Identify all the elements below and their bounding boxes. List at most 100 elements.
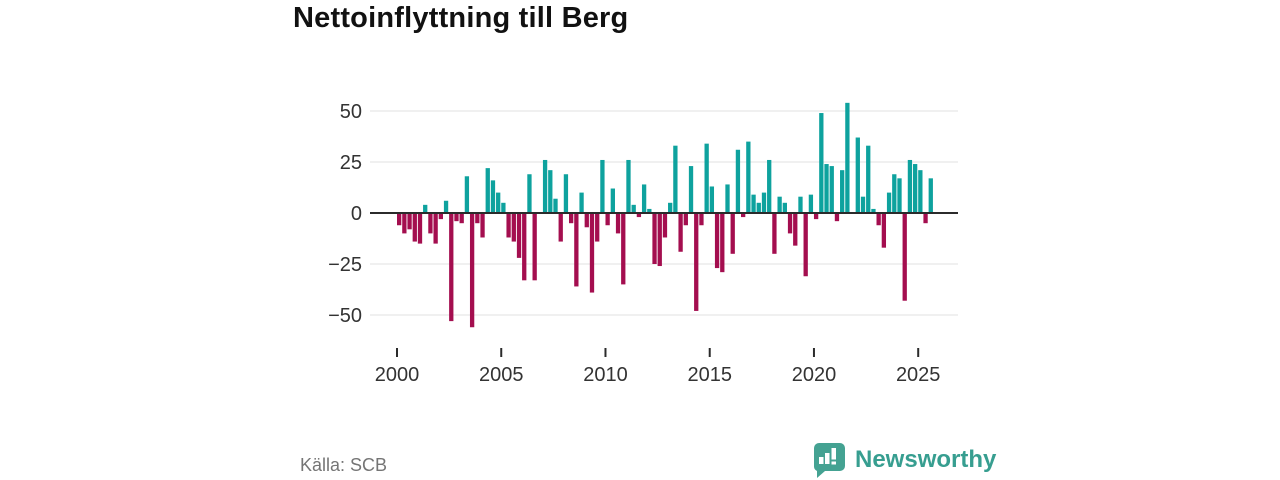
bar-2010Q3 bbox=[615, 213, 621, 234]
bar-2002Q1 bbox=[438, 213, 443, 220]
bar-2021Q3 bbox=[845, 102, 850, 213]
y-tick-label: 0 bbox=[351, 203, 362, 225]
bar-2012Q1 bbox=[647, 208, 652, 213]
bar-2013Q4 bbox=[683, 213, 688, 226]
bar-2020Q3 bbox=[824, 164, 829, 213]
bar-2016Q1 bbox=[730, 213, 735, 254]
y-tick-label: 50 bbox=[340, 101, 362, 123]
bar-2005Q2 bbox=[506, 213, 511, 238]
bar-2004Q1 bbox=[480, 213, 485, 238]
bar-2001Q1 bbox=[417, 213, 423, 244]
bar-2018Q2 bbox=[777, 196, 782, 213]
bar-2003Q4 bbox=[475, 213, 480, 224]
x-tick-label: 2025 bbox=[896, 364, 941, 386]
bar-2011Q3 bbox=[636, 213, 642, 218]
bar-2014Q2 bbox=[694, 213, 699, 311]
bar-2015Q3 bbox=[720, 213, 725, 273]
bar-2009Q3 bbox=[595, 213, 600, 242]
bar-2017Q2 bbox=[756, 202, 761, 213]
bar-2016Q4 bbox=[746, 141, 751, 213]
y-tick-label: −50 bbox=[328, 305, 362, 327]
bar-2015Q1 bbox=[709, 186, 715, 213]
bar-2016Q3 bbox=[740, 213, 746, 218]
bar-2013Q1 bbox=[668, 202, 673, 213]
bar-2024Q3 bbox=[907, 159, 913, 213]
bar-2019Q3 bbox=[803, 213, 808, 277]
bar-2006Q3 bbox=[532, 213, 537, 281]
bar-2004Q4 bbox=[496, 192, 501, 213]
brand-name: Newsworthy bbox=[855, 446, 997, 473]
bar-2010Q4 bbox=[621, 213, 626, 285]
bar-2000Q3 bbox=[407, 213, 412, 230]
bar-2003Q1 bbox=[459, 213, 464, 224]
bar-2023Q1 bbox=[876, 213, 881, 226]
bar-2022Q1 bbox=[855, 137, 860, 213]
bar-2002Q4 bbox=[454, 213, 459, 222]
bar-2024Q2 bbox=[902, 213, 907, 301]
bar-2006Q2 bbox=[527, 174, 532, 213]
bar-2020Q1 bbox=[813, 213, 819, 220]
bar-2021Q2 bbox=[840, 170, 845, 213]
bar-2000Q4 bbox=[412, 213, 417, 242]
bar-2018Q4 bbox=[787, 213, 793, 234]
bar-2009Q1 bbox=[584, 213, 589, 228]
bar-2008Q2 bbox=[568, 213, 574, 224]
bar-2017Q3 bbox=[761, 192, 767, 213]
y-tick-label: 25 bbox=[340, 152, 362, 174]
x-tick-label: 2015 bbox=[687, 364, 732, 386]
bar-2003Q2 bbox=[464, 176, 470, 213]
bar-2000Q1 bbox=[397, 213, 402, 226]
bar-2020Q4 bbox=[829, 166, 834, 213]
bar-2004Q3 bbox=[490, 180, 496, 213]
bar-2001Q4 bbox=[433, 213, 438, 244]
bar-2007Q2 bbox=[548, 170, 553, 213]
newsworthy-icon bbox=[814, 443, 845, 478]
bar-2005Q1 bbox=[501, 202, 506, 213]
bar-2024Q4 bbox=[912, 164, 918, 213]
bar-2009Q2 bbox=[589, 213, 595, 293]
bar-2010Q1 bbox=[605, 213, 610, 226]
bar-2011Q2 bbox=[631, 204, 636, 213]
bar-2005Q4 bbox=[516, 213, 522, 258]
bar-2019Q4 bbox=[808, 194, 814, 213]
bar-2025Q3 bbox=[928, 178, 933, 213]
bar-2019Q1 bbox=[793, 213, 798, 246]
bar-2011Q4 bbox=[641, 184, 647, 213]
bar-2019Q2 bbox=[798, 196, 803, 213]
bar-2012Q4 bbox=[662, 213, 668, 238]
bar-2014Q3 bbox=[699, 213, 704, 226]
bar-2010Q2 bbox=[610, 188, 615, 213]
bar-2000Q2 bbox=[402, 213, 407, 234]
bar-2021Q1 bbox=[834, 213, 840, 222]
bar-2001Q3 bbox=[428, 213, 433, 234]
bar-2017Q4 bbox=[767, 159, 772, 213]
x-tick-label: 2000 bbox=[375, 364, 420, 386]
migration-bar-chart: 50 25 0 −25 −50 2000 2005 2010 2015 2020 2025 bbox=[328, 101, 958, 386]
bar-2007Q3 bbox=[553, 198, 558, 213]
bar-2003Q3 bbox=[469, 213, 475, 328]
bar-2022Q4 bbox=[871, 208, 876, 213]
source-label: Källa: SCB bbox=[300, 455, 388, 475]
bar-2002Q2 bbox=[443, 200, 449, 213]
x-tick-label: 2010 bbox=[583, 364, 628, 386]
bar-2007Q1 bbox=[542, 159, 548, 213]
bar-2013Q2 bbox=[673, 145, 678, 213]
bar-2012Q3 bbox=[657, 213, 662, 267]
bar-2001Q2 bbox=[423, 204, 428, 213]
bar-2002Q3 bbox=[449, 213, 454, 322]
bar-2004Q2 bbox=[485, 168, 490, 213]
bar-2008Q3 bbox=[574, 213, 579, 287]
bar-2014Q1 bbox=[688, 166, 694, 213]
brand-logo: Newsworthy bbox=[813, 442, 996, 478]
bar-2023Q2 bbox=[881, 213, 887, 248]
bar-2025Q1 bbox=[918, 170, 923, 213]
bar-2008Q1 bbox=[563, 174, 569, 213]
y-tick-label: −25 bbox=[328, 254, 362, 276]
x-tick-label: 2020 bbox=[792, 364, 837, 386]
bar-2025Q2 bbox=[923, 213, 928, 224]
bar-2017Q1 bbox=[751, 194, 756, 213]
bar-2013Q3 bbox=[678, 213, 683, 252]
bar-2011Q1 bbox=[626, 159, 631, 213]
bar-2022Q2 bbox=[860, 196, 866, 213]
